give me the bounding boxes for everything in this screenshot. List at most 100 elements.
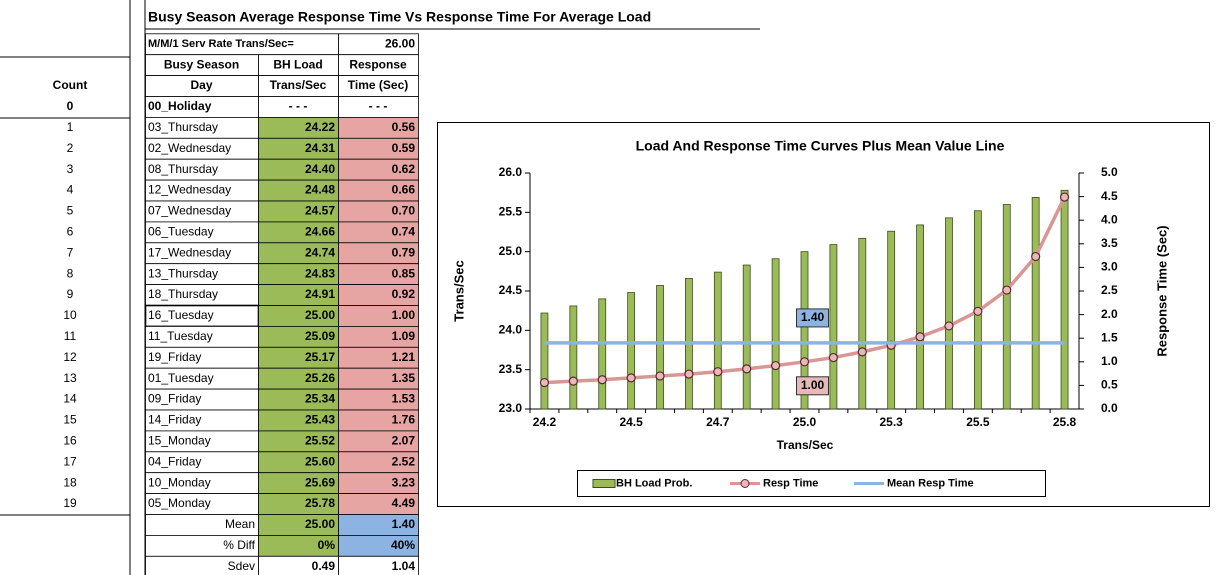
day: 14_Friday [148, 413, 201, 427]
count: 19 [63, 496, 77, 510]
response: 2.07 [392, 434, 416, 448]
x-tick-label: 24.5 [619, 415, 643, 429]
response: 0.92 [392, 287, 416, 301]
footer-response: 1.04 [392, 559, 416, 573]
day: 06_Tuesday [148, 225, 214, 239]
bh-load: 24.57 [305, 204, 335, 218]
y-tick-label: 23.5 [499, 362, 523, 376]
response: 2.52 [392, 454, 416, 468]
response: 1.21 [392, 350, 416, 364]
bh-load: 25.34 [305, 392, 335, 406]
footer-label: Mean [225, 517, 255, 531]
count: 17 [63, 454, 77, 468]
day: 16_Tuesday [148, 308, 214, 322]
day: 01_Tuesday [148, 371, 214, 385]
footer-response: 40% [391, 538, 415, 552]
bh-load: 24.40 [305, 162, 335, 176]
response: 0.70 [392, 204, 416, 218]
y-tick-label: 25.5 [499, 205, 523, 219]
count: 15 [63, 413, 77, 427]
marker [1031, 251, 1041, 262]
bar [713, 271, 722, 410]
footer-load: 0% [318, 538, 336, 552]
day: 19_Friday [148, 350, 201, 364]
cell [338, 555, 419, 575]
y-tick-label: 24.0 [499, 323, 523, 337]
response: 0.79 [392, 245, 416, 259]
bh-load: 25.69 [305, 475, 335, 489]
count: 16 [63, 434, 77, 448]
bh-load: 24.48 [305, 183, 335, 197]
response: 1.35 [392, 371, 416, 385]
count: 11 [64, 329, 77, 343]
header-cell: Busy Season [164, 57, 239, 71]
bar [540, 312, 549, 410]
count: 1 [67, 120, 74, 134]
x-tick-label: 25.8 [1053, 415, 1077, 429]
response: 4.49 [392, 496, 416, 510]
header-cell: Count [53, 78, 88, 92]
header-cell: Day [190, 78, 212, 92]
bh-load: 25.43 [305, 413, 335, 427]
x-tick-label: 24.7 [706, 415, 730, 429]
y2-tick-label: 3.5 [1101, 236, 1118, 250]
response: 0.74 [392, 225, 416, 239]
bh-load: 25.17 [305, 350, 335, 364]
count: 18 [63, 475, 77, 489]
y2-tick-label: 0.0 [1101, 401, 1118, 415]
x-tick-label: 25.3 [880, 415, 904, 429]
response: 1.76 [392, 413, 416, 427]
bar [1031, 196, 1040, 410]
bh-load: 25.52 [305, 434, 335, 448]
count: 9 [67, 287, 74, 301]
serv-rate: 26.00 [385, 36, 415, 50]
bh-load: 25.26 [305, 371, 335, 385]
marker [915, 332, 925, 342]
bar [829, 244, 838, 410]
bh-load: 24.91 [305, 287, 335, 301]
count: 14 [63, 392, 77, 406]
count: 7 [67, 245, 74, 259]
count: 0 [67, 99, 74, 113]
y2-tick-label: 4.5 [1101, 189, 1118, 203]
marker [568, 376, 578, 386]
marker [1059, 192, 1070, 202]
count: 13 [63, 371, 77, 385]
response: 1.00 [392, 308, 416, 322]
count: 6 [67, 225, 74, 239]
bar [598, 298, 607, 410]
bh-load: 24.31 [305, 141, 335, 155]
y2-tick-label: 4.0 [1101, 212, 1118, 226]
legend-box [577, 470, 1046, 497]
bar [916, 224, 924, 410]
response: 0.56 [392, 120, 416, 134]
day: 15_Monday [148, 434, 211, 448]
bar [858, 237, 867, 410]
bar [1002, 204, 1011, 410]
x-tick-label: 24.2 [533, 415, 557, 429]
legend-label: Mean Resp Time [887, 477, 974, 489]
sheet-title: Busy Season Average Response Time Vs Res… [148, 9, 651, 25]
count: 5 [67, 204, 74, 218]
y2-tick-label: 5.0 [1101, 165, 1118, 179]
data-label: 1.40 [801, 310, 825, 324]
marker [597, 375, 607, 385]
response: - - - [369, 99, 388, 113]
marker [828, 352, 838, 363]
day: 13_Thursday [148, 266, 218, 280]
y2-tick-label: 3.0 [1101, 260, 1118, 274]
header-cell: Time (Sec) [348, 78, 408, 92]
chart-title: Load And Response Time Curves Plus Mean … [636, 138, 1005, 154]
data-label: 1.00 [801, 378, 825, 392]
footer-response: 1.40 [392, 517, 416, 531]
bar [800, 251, 809, 410]
day: 09_Friday [148, 392, 201, 406]
bh-load: 24.66 [305, 225, 335, 239]
y2-tick-label: 0.5 [1101, 378, 1118, 392]
bh-load: 25.78 [305, 496, 335, 510]
x-tick-label: 25.0 [793, 415, 817, 429]
response: 1.53 [392, 392, 416, 406]
footer-label: Sdev [228, 559, 255, 573]
bar [742, 264, 751, 410]
day: 12_Wednesday [148, 183, 231, 197]
